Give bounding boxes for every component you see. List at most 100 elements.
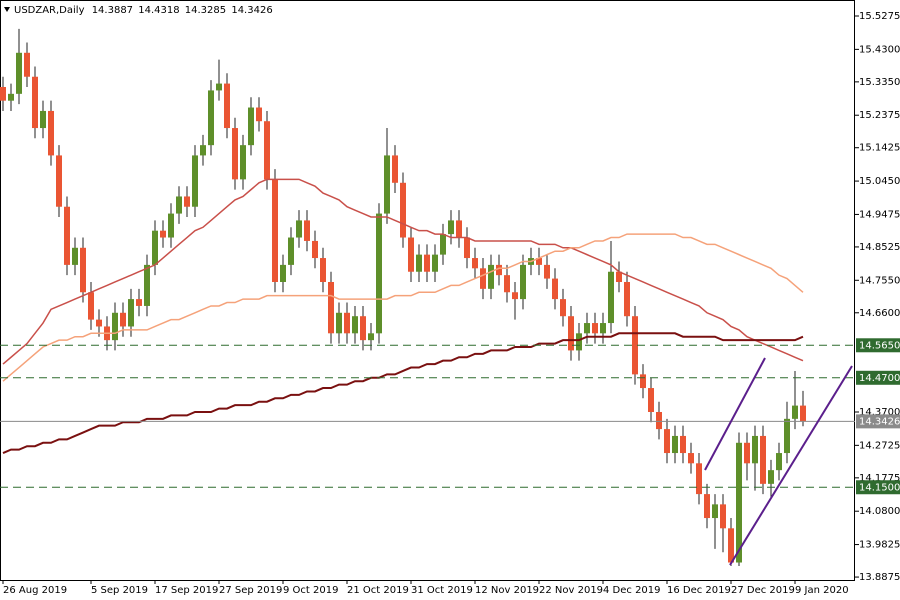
candle-body <box>728 528 734 563</box>
candle-body <box>424 254 430 272</box>
candle-body <box>48 110 54 156</box>
candle-body <box>640 374 646 389</box>
x-tick-label: 26 Aug 2019 <box>3 585 67 596</box>
level-label-box <box>856 338 900 353</box>
candle-body <box>544 264 550 279</box>
y-tick-label: 15.2375 <box>859 110 900 121</box>
x-tick-label: 9 Jan 2020 <box>795 585 849 596</box>
candle-body <box>336 312 342 334</box>
candle-body <box>488 264 494 289</box>
candle-body <box>744 442 750 464</box>
candle-body <box>32 76 38 129</box>
candle-body <box>672 435 678 454</box>
candle-body <box>600 323 606 334</box>
y-tick-label: 14.2725 <box>859 440 900 451</box>
candle-body <box>632 316 638 375</box>
close-value: 14.3426 <box>231 5 272 16</box>
y-tick-label: 15.1425 <box>859 143 900 154</box>
candle-body <box>624 281 630 317</box>
candle-body <box>376 213 382 334</box>
candle-body <box>160 230 166 238</box>
candle-body <box>312 240 318 259</box>
candle-body <box>192 155 198 207</box>
candle-body <box>248 107 254 146</box>
y-tick-label: 14.7550 <box>859 275 900 286</box>
candle-body <box>656 411 662 430</box>
candle-body <box>456 220 462 238</box>
candle-body <box>480 268 486 289</box>
level-label-box <box>856 370 900 385</box>
candle-body <box>720 504 726 529</box>
chart-header: USDZAR,Daily 14.3887 14.4318 14.3285 14.… <box>14 5 273 16</box>
candle-body <box>320 258 326 282</box>
x-tick-label: 22 Nov 2019 <box>539 585 603 596</box>
x-tick-label: 12 Nov 2019 <box>475 585 539 596</box>
x-tick-label: 27 Dec 2019 <box>731 585 795 596</box>
candle-body <box>8 93 14 101</box>
candle-body <box>520 264 526 300</box>
candle-body <box>272 179 278 282</box>
high-value: 14.4318 <box>138 5 179 16</box>
candle-body <box>288 237 294 265</box>
x-tick-label: 9 Oct 2019 <box>283 585 338 596</box>
candle-body <box>768 470 774 484</box>
x-tick-label: 5 Sep 2019 <box>91 585 148 596</box>
candle-body <box>736 442 742 563</box>
candle-body <box>664 429 670 454</box>
x-tick-label: 16 Dec 2019 <box>667 585 731 596</box>
x-tick-label: 17 Sep 2019 <box>155 585 218 596</box>
symbol: USDZAR,Daily <box>14 5 85 16</box>
trend-line <box>704 357 766 471</box>
candle-body <box>200 145 206 156</box>
moving-average <box>2 332 804 454</box>
candle-body <box>40 110 46 129</box>
plot-frame <box>0 0 855 581</box>
y-tick-label: 15.3350 <box>859 77 900 88</box>
candle-body <box>88 292 94 320</box>
y-tick-label: 14.9475 <box>859 209 900 220</box>
x-tick-label: 4 Dec 2019 <box>603 585 661 596</box>
candle-body <box>352 316 358 334</box>
candle-body <box>120 312 126 327</box>
candle-body <box>176 196 182 214</box>
y-tick-label: 14.0800 <box>859 506 900 517</box>
x-tick-label: 21 Oct 2019 <box>347 585 409 596</box>
candle-body <box>152 230 158 265</box>
candle-body <box>304 220 310 241</box>
candle-body <box>208 90 214 146</box>
candle-body <box>344 312 350 334</box>
moving-average <box>2 233 804 382</box>
current-price-label: 14.3426 <box>859 416 900 427</box>
plot <box>0 28 855 566</box>
candle-body <box>184 196 190 207</box>
candle-body <box>360 316 366 341</box>
candle-body <box>648 388 654 412</box>
level-label: 14.1500 <box>859 482 900 493</box>
level-label-box <box>856 480 900 495</box>
y-tick-label: 15.5275 <box>859 11 900 22</box>
candle-body <box>280 264 286 282</box>
candle-body <box>776 453 782 471</box>
candle-body <box>752 435 758 464</box>
open-value: 14.3887 <box>92 5 133 16</box>
candle-body <box>560 299 566 317</box>
candle-body <box>232 128 238 180</box>
candle-body <box>760 435 766 484</box>
candle-body <box>328 281 334 334</box>
candle-body <box>800 405 806 422</box>
candle-body <box>432 254 438 272</box>
candle-body <box>64 206 70 265</box>
candle-body <box>576 333 582 351</box>
menu-icon[interactable] <box>4 7 10 12</box>
candle-body <box>392 155 398 183</box>
low-value: 14.3285 <box>185 5 226 16</box>
candle-body <box>552 278 558 300</box>
level-label: 14.4700 <box>859 373 900 384</box>
candle-body <box>440 234 446 255</box>
candle-body <box>256 107 262 122</box>
candle-body <box>416 254 422 272</box>
candle-body <box>464 237 470 259</box>
candle-body <box>712 504 718 519</box>
y-tick-label: 14.6600 <box>859 308 900 319</box>
candle-body <box>136 299 142 306</box>
